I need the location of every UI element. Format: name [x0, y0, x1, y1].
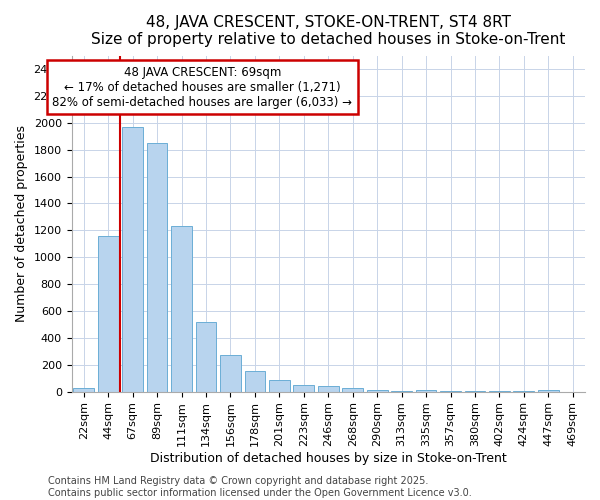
Bar: [196, 322, 217, 392]
Bar: [269, 380, 290, 392]
Bar: [147, 143, 167, 392]
Bar: [73, 388, 94, 392]
Bar: [122, 127, 143, 392]
Bar: [171, 226, 192, 392]
X-axis label: Distribution of detached houses by size in Stoke-on-Trent: Distribution of detached houses by size …: [150, 452, 506, 465]
Text: 48 JAVA CRESCENT: 69sqm
← 17% of detached houses are smaller (1,271)
82% of semi: 48 JAVA CRESCENT: 69sqm ← 17% of detache…: [52, 66, 352, 108]
Bar: [293, 385, 314, 392]
Bar: [98, 236, 119, 392]
Bar: [367, 390, 388, 392]
Title: 48, JAVA CRESCENT, STOKE-ON-TRENT, ST4 8RT
Size of property relative to detached: 48, JAVA CRESCENT, STOKE-ON-TRENT, ST4 8…: [91, 15, 565, 48]
Bar: [245, 372, 265, 392]
Bar: [343, 388, 363, 392]
Text: Contains HM Land Registry data © Crown copyright and database right 2025.
Contai: Contains HM Land Registry data © Crown c…: [48, 476, 472, 498]
Bar: [220, 356, 241, 392]
Bar: [391, 391, 412, 392]
Y-axis label: Number of detached properties: Number of detached properties: [15, 125, 28, 322]
Bar: [416, 390, 436, 392]
Bar: [318, 386, 338, 392]
Bar: [538, 390, 559, 392]
